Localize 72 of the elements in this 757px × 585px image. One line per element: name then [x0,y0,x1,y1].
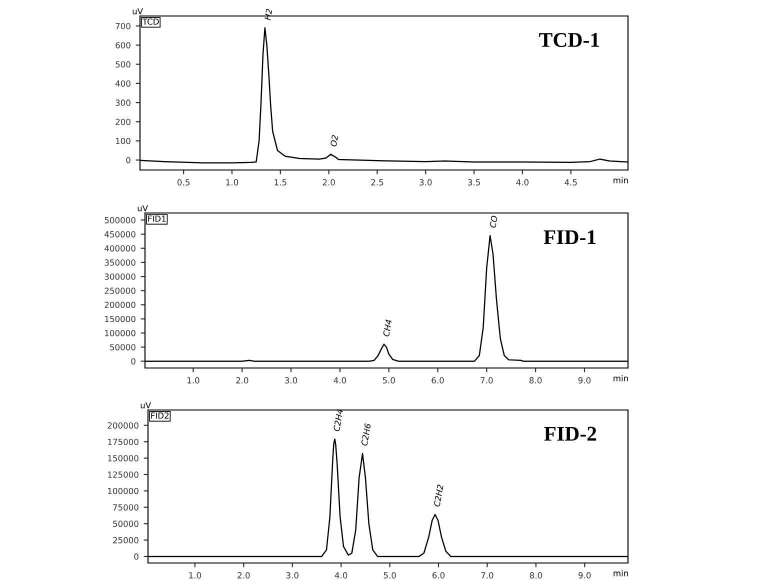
x-tick-label: 4.5 [564,179,577,186]
x-axis-title: min [614,374,628,382]
x-tick-label: 6.0 [432,572,445,578]
y-tick-label: 200000 [104,302,136,308]
x-tick-label: 9.0 [578,377,591,384]
x-tick-label: 3.0 [286,572,298,578]
y-tick-label: 25000 [113,537,138,544]
x-tick-label: 9.0 [578,572,591,578]
x-tick-label: 5.0 [384,572,396,578]
x-tick-label: 4.0 [334,377,346,384]
x-tick-label: 7.0 [480,377,493,384]
x-tick-label: 2.5 [371,179,384,186]
x-tick-label: 0.5 [177,179,190,186]
x-tick-label: 1.0 [189,572,202,578]
y-tick-label: 200 [116,118,130,126]
y-tick-label: 150000 [108,455,138,462]
annotation: CO [489,215,498,228]
x-tick-label: 8.0 [530,572,542,578]
x-tick-label: 8.0 [530,377,542,384]
y-tick-label: 300000 [104,274,136,280]
x-tick-label: 3.5 [468,179,480,186]
x-tick-label: 7.0 [481,572,494,578]
x-tick-label: 4.0 [334,572,348,578]
y-tick-label: 400 [115,80,130,87]
annotation: CH4 [382,319,392,337]
y-tick-label: 400000 [104,245,136,252]
y-tick-label: 125000 [108,471,138,478]
y-tick-label: 250000 [104,288,136,294]
y-tick-label: 50000 [110,344,136,350]
y-axis-title: uV [132,8,143,14]
y-tick-label: 300 [116,100,130,106]
x-tick-label: 4.0 [516,179,529,186]
y-tick-label: 100000 [105,330,136,336]
y-tick-label: 700 [116,22,130,30]
annotation: C2H2 [434,484,444,507]
y-axis-title: uV [138,205,148,212]
y-tick-label: 350000 [104,259,136,266]
y-tick-label: 175000 [108,438,138,446]
x-axis-title: min [614,176,628,184]
x-tick-label: 3.0 [285,377,298,384]
y-tick-label: 75000 [113,504,138,511]
x-tick-label: 1.0 [188,377,200,384]
x-tick-label: 3.0 [420,179,432,186]
x-axis-title: min [614,570,628,576]
annotation: O2 [330,134,338,147]
y-tick-label: 0 [126,157,130,164]
y-tick-label: 600 [116,42,130,48]
x-tick-label: 5.0 [382,377,395,384]
x-tick-label: 2.0 [322,179,335,186]
y-tick-label: 500 [116,61,130,68]
y-tick-label: 500000 [104,217,136,224]
y-tick-label: 0 [131,358,136,365]
text: FID-1 [544,230,596,244]
y-tick-label: 50000 [113,520,138,527]
y-tick-label: 450000 [104,231,136,238]
y-tick-label: 200000 [108,422,138,429]
annotation: C2H6 [360,423,371,446]
y-tick-label: 100 [116,138,130,144]
x-tick-label: 2.0 [236,377,248,384]
y-tick-label: 150000 [105,316,136,322]
x-tick-label: 1.0 [226,179,238,186]
text: TCD-1 [539,33,600,48]
x-tick-label: 2.0 [238,572,250,578]
annotation: FID1 [148,216,166,222]
y-tick-label: 100000 [108,488,138,494]
text: FID-2 [544,426,596,441]
y-axis-title: uV [140,402,152,408]
annotation: TCD [142,18,159,25]
x-tick-label: 1.5 [274,179,286,186]
x-tick-label: 6.0 [432,377,444,384]
y-tick-label: 0 [134,553,138,560]
annotation: FID2 [151,412,169,419]
